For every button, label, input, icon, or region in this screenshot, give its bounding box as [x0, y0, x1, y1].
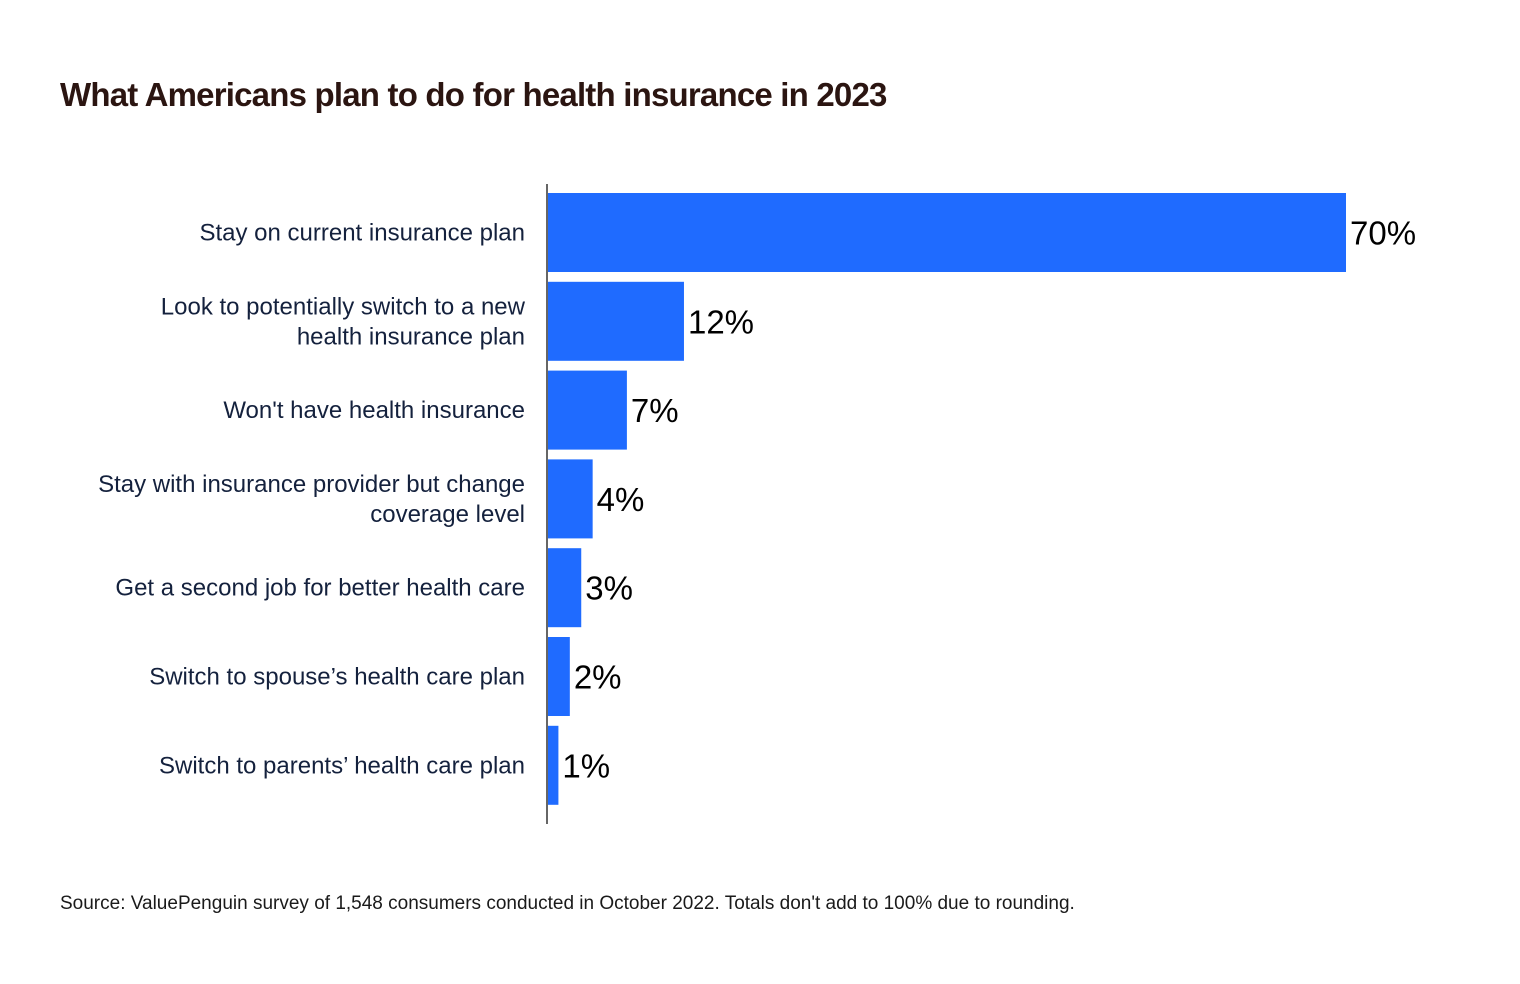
bar: [547, 459, 593, 539]
category-label: Look to potentially switch to a new: [161, 293, 526, 320]
data-label: 7%: [631, 392, 679, 429]
category-label: Switch to parents’ health care plan: [159, 752, 525, 779]
bar: [547, 725, 559, 805]
source-note: Source: ValuePenguin survey of 1,548 con…: [60, 893, 1075, 914]
chart-title: What Americans plan to do for health ins…: [60, 76, 887, 113]
bar: [547, 548, 582, 628]
category-label: coverage level: [370, 501, 525, 528]
bar: [547, 637, 570, 716]
data-label: 1%: [562, 747, 610, 784]
category-label: Stay on current insurance plan: [199, 220, 525, 247]
bar: [547, 193, 1346, 272]
data-label: 3%: [585, 570, 633, 607]
data-label: 2%: [574, 659, 622, 696]
bar: [547, 370, 627, 450]
data-label: 12%: [688, 303, 754, 340]
category-label: Stay with insurance provider but change: [98, 471, 525, 498]
category-label: health insurance plan: [297, 323, 525, 350]
bar: [547, 281, 684, 361]
category-label: Switch to spouse’s health care plan: [149, 664, 525, 691]
data-label: 70%: [1350, 215, 1416, 252]
category-label: Get a second job for better health care: [115, 575, 525, 602]
category-label: Won't have health insurance: [223, 397, 525, 424]
data-label: 4%: [597, 481, 645, 518]
